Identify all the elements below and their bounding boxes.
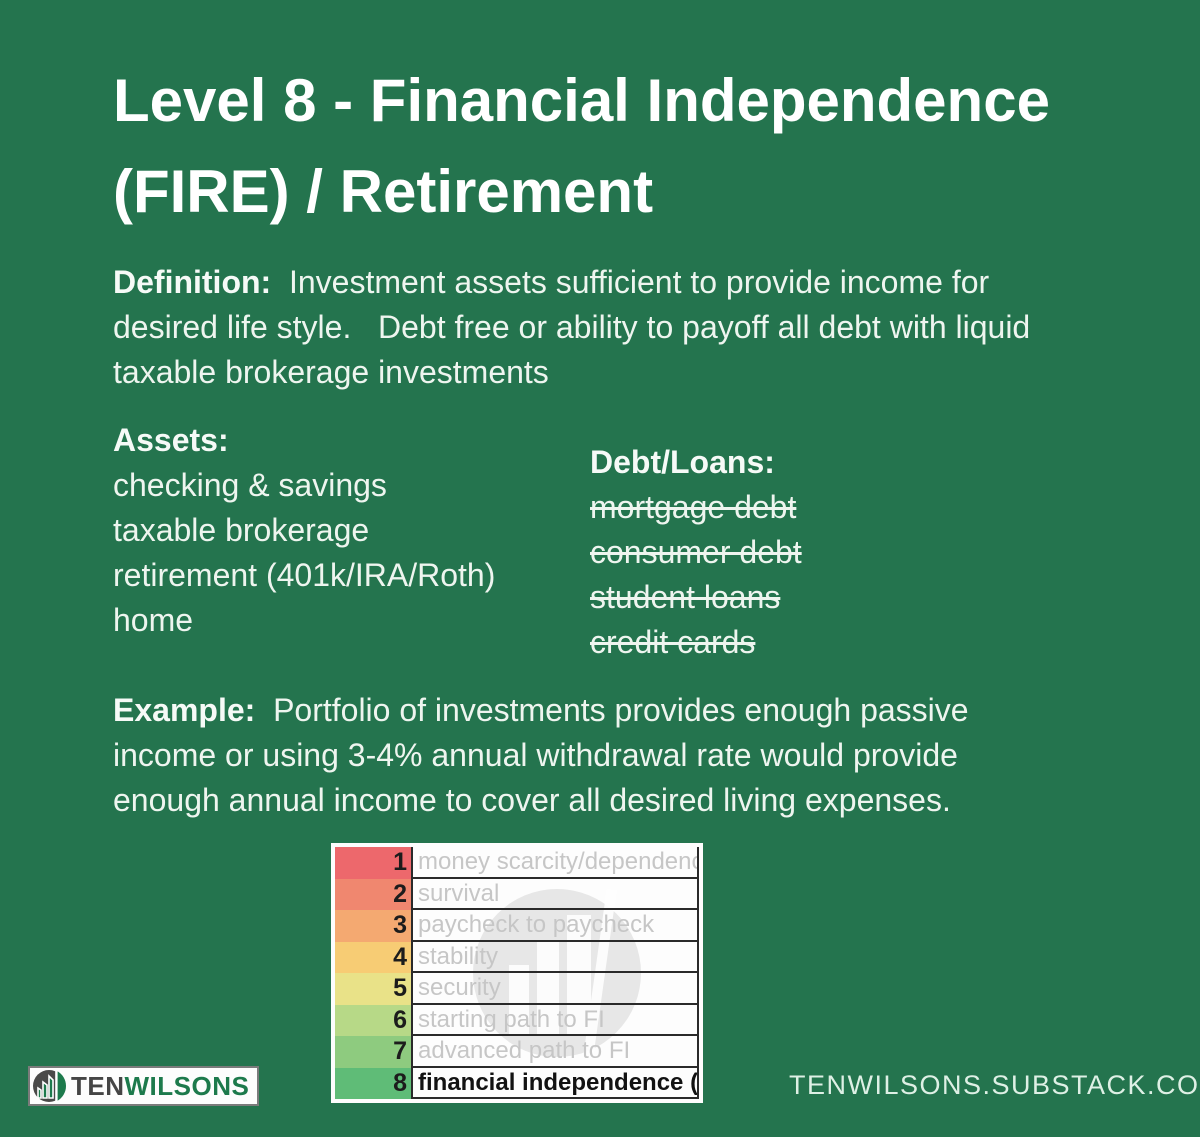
asset-item: taxable brokerage xyxy=(113,512,370,548)
level-label: security xyxy=(411,973,699,1005)
brand-ten-text: TEN xyxy=(71,1071,125,1101)
page-title: Level 8 - Financial Independence (FIRE) … xyxy=(113,55,1153,237)
level-number: 3 xyxy=(335,910,411,942)
definition-paragraph: Definition: Investment assets sufficient… xyxy=(113,260,1163,395)
example-label: Example: xyxy=(113,692,256,728)
level-label: starting path to FI xyxy=(411,1004,699,1036)
substack-url: TENWILSONS.SUBSTACK.COM xyxy=(789,1070,1200,1100)
level-number: 7 xyxy=(335,1036,411,1068)
level-number: 2 xyxy=(335,878,411,910)
tenwilsons-brand-badge: TENWILSONS xyxy=(28,1066,260,1106)
brand-wordmark: TENWILSONS xyxy=(71,1073,249,1099)
level-number: 5 xyxy=(335,973,411,1005)
debt-item-struck: mortgage debt xyxy=(590,489,797,525)
table-row: 5 security xyxy=(335,973,699,1005)
table-row: 7 advanced path to FI xyxy=(335,1036,699,1068)
asset-item: home xyxy=(113,602,194,638)
debt-item-struck: consumer debt xyxy=(590,534,802,570)
level-number: 4 xyxy=(335,941,411,973)
assets-heading: Assets: xyxy=(113,422,229,458)
table-row: 1 money scarcity/dependency xyxy=(335,847,699,879)
asset-item: retirement (401k/IRA/Roth) xyxy=(113,557,496,593)
debt-item-struck: student loans xyxy=(590,579,781,615)
definition-text: Investment assets sufficient to provide … xyxy=(113,264,1031,390)
level-label: advanced path to FI xyxy=(411,1036,699,1068)
brand-wilsons-text: WILSONS xyxy=(124,1071,250,1101)
debt-item-struck: credit cards xyxy=(590,624,756,660)
table-row: 6 starting path to FI xyxy=(335,1004,699,1036)
debt-loans-heading: Debt/Loans: xyxy=(590,444,775,480)
page-title-line2: (FIRE) / Retirement xyxy=(113,158,654,225)
page-title-line1: Level 8 - Financial Independence xyxy=(113,67,1050,134)
level-label: financial independence (FI) xyxy=(411,1067,699,1099)
level-number: 6 xyxy=(335,1004,411,1036)
level-number: 1 xyxy=(335,847,411,879)
debt-loans-list: Debt/Loans: mortgage debt consumer debt … xyxy=(590,440,802,665)
table-row: 8 financial independence (FI) xyxy=(335,1067,699,1099)
assets-list: Assets: checking & savings taxable broke… xyxy=(113,418,495,643)
table-row: 3 paycheck to paycheck xyxy=(335,910,699,942)
level-label: paycheck to paycheck xyxy=(411,910,699,942)
definition-label: Definition: xyxy=(113,264,272,300)
asset-item: checking & savings xyxy=(113,467,387,503)
level-label: stability xyxy=(411,941,699,973)
level-label: survival xyxy=(411,878,699,910)
level-number: 8 xyxy=(335,1067,411,1099)
example-text: Portfolio of investments provides enough… xyxy=(113,692,969,818)
table-row: 4 stability xyxy=(335,941,699,973)
financial-levels-table: 1 money scarcity/dependency 2 survival 3… xyxy=(331,843,703,1103)
level-label: money scarcity/dependency xyxy=(411,847,699,879)
example-paragraph: Example: Portfolio of investments provid… xyxy=(113,688,1113,823)
tenwilsons-logo-icon xyxy=(33,1070,66,1102)
table-row: 2 survival xyxy=(335,878,699,910)
